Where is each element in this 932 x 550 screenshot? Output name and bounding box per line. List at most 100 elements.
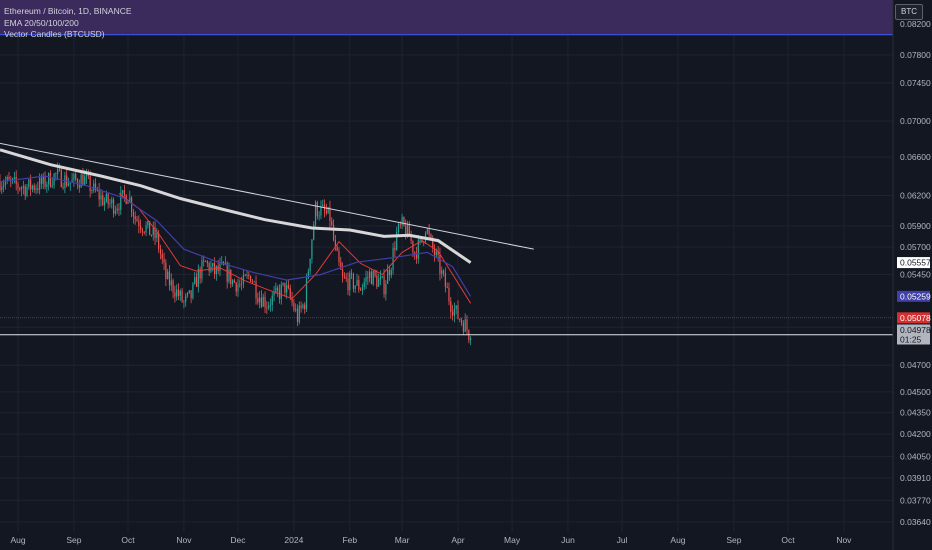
- candle-body: [314, 202, 317, 225]
- trendline[interactable]: [0, 142, 534, 250]
- candle-body: [93, 183, 95, 191]
- candle-body: [174, 292, 176, 297]
- candle-body: [248, 274, 250, 276]
- candle-body: [134, 216, 136, 220]
- candle-body: [396, 232, 398, 250]
- candle-body: [215, 266, 217, 274]
- candle: [320, 200, 322, 220]
- candle-body: [91, 190, 93, 192]
- candle-body: [448, 288, 450, 302]
- candle-body: [439, 254, 441, 274]
- candle-body: [147, 221, 149, 226]
- x-tick-label: Aug: [10, 535, 25, 545]
- y-tick-label: 0.03640: [900, 517, 931, 527]
- candle: [367, 271, 369, 285]
- candle: [259, 290, 261, 309]
- candle: [426, 227, 428, 235]
- candle: [304, 302, 306, 314]
- candle-body: [140, 226, 142, 230]
- candle-body: [360, 289, 362, 291]
- candle-body: [49, 173, 52, 187]
- candle-body: [152, 227, 154, 235]
- candle-body: [94, 183, 97, 191]
- candle-body: [231, 280, 234, 285]
- candle: [100, 188, 102, 207]
- ema-20-line: [118, 193, 472, 304]
- candle: [170, 273, 172, 292]
- candle-body: [190, 290, 192, 299]
- candle: [167, 268, 169, 280]
- candle-body: [121, 190, 124, 193]
- candle-body: [251, 281, 254, 283]
- candle-body: [199, 268, 201, 279]
- candle: [93, 179, 95, 193]
- candle-body: [6, 176, 8, 182]
- candle-body: [109, 203, 111, 204]
- symbol-line[interactable]: Ethereum / Bitcoin, 1D, BINANCE: [4, 6, 132, 16]
- candle-body: [112, 199, 115, 214]
- candle: [49, 170, 52, 188]
- candle-body: [340, 261, 342, 270]
- candle: [385, 280, 387, 301]
- candle: [401, 213, 403, 230]
- candle: [293, 298, 295, 312]
- candle-body: [195, 277, 198, 287]
- candle: [138, 215, 140, 234]
- candle-body: [39, 177, 41, 190]
- vector-candles-line[interactable]: Vector Candles (BTCUSD): [4, 29, 105, 39]
- candle: [460, 317, 463, 326]
- close-price-tag-bg: [897, 324, 930, 345]
- candle: [165, 259, 167, 287]
- candle: [210, 260, 212, 274]
- candle: [69, 182, 71, 191]
- y-tick-label: 0.04700: [900, 360, 931, 370]
- candle-body: [286, 285, 288, 293]
- x-tick-label: 2024: [284, 535, 303, 545]
- candle-body: [336, 246, 338, 251]
- candle-body: [181, 290, 183, 302]
- candle: [417, 234, 419, 264]
- candle-body: [22, 186, 25, 188]
- candle: [246, 270, 248, 279]
- candle: [186, 291, 189, 298]
- candle-body: [138, 221, 140, 227]
- candle-body: [201, 260, 203, 279]
- candle: [365, 270, 367, 289]
- currency-badge[interactable]: BTC: [895, 4, 923, 20]
- candle: [226, 261, 228, 289]
- x-tick-label: Feb: [342, 535, 357, 545]
- candle: [37, 181, 39, 194]
- candle-body: [264, 296, 266, 308]
- candle: [204, 260, 207, 262]
- candle-body: [1, 186, 3, 191]
- candle-body: [192, 283, 194, 299]
- ema-indicator-line[interactable]: EMA 20/50/100/200: [4, 17, 79, 28]
- candle: [356, 273, 358, 287]
- candle-body: [376, 275, 378, 287]
- candle-body: [390, 269, 392, 276]
- candle: [163, 252, 165, 271]
- candle: [10, 176, 12, 188]
- candle-body: [325, 210, 327, 214]
- candle: [1, 181, 3, 195]
- candle-body: [334, 239, 336, 247]
- candle: [46, 181, 48, 193]
- candle: [314, 200, 317, 227]
- candle: [341, 262, 344, 283]
- candle-body: [349, 273, 351, 291]
- candle-body: [170, 280, 172, 286]
- candle-body: [31, 185, 34, 190]
- candle-body: [235, 282, 237, 292]
- candle: [455, 305, 457, 315]
- candle: [264, 291, 266, 313]
- y-tick-label: 0.05700: [900, 242, 931, 252]
- candle: [414, 251, 416, 260]
- candle: [433, 244, 436, 262]
- candle: [134, 211, 136, 225]
- candle: [42, 172, 44, 190]
- candle: [141, 227, 144, 237]
- candle: [295, 303, 297, 313]
- candle-body: [428, 229, 430, 235]
- candle-body: [381, 276, 383, 278]
